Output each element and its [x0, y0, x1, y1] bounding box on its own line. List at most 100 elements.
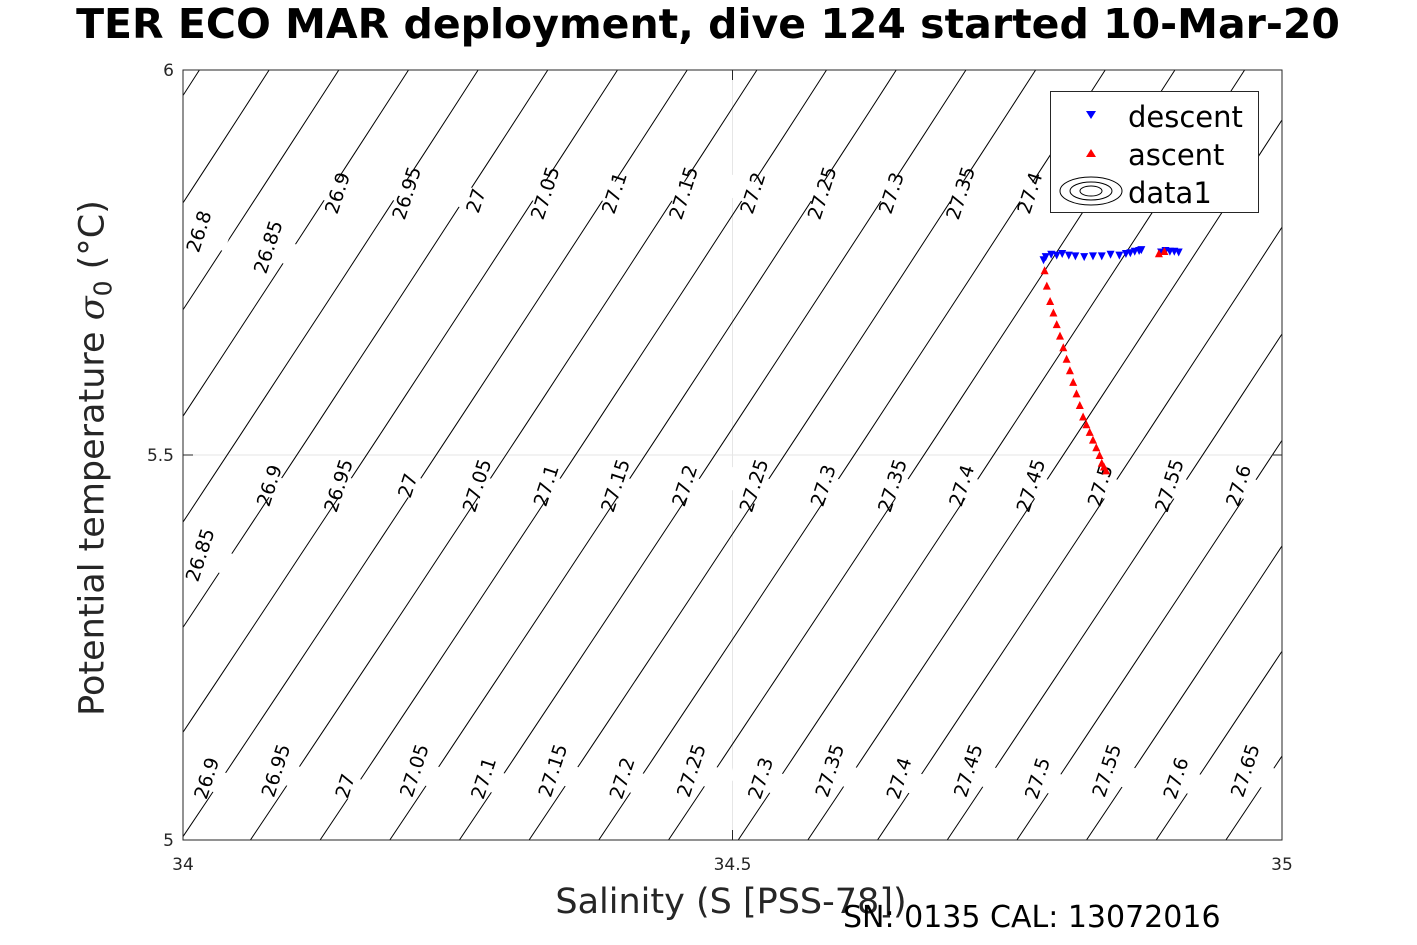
ascent-point — [1088, 435, 1097, 444]
contour-label-bg — [452, 758, 517, 799]
y-tick-label: 5 — [163, 831, 174, 851]
x-tick-label: 34.5 — [714, 855, 752, 875]
density-contour-line — [946, 333, 1282, 840]
ascent-point — [1062, 354, 1071, 363]
descent-point — [1064, 251, 1073, 260]
ascent-point — [1052, 320, 1061, 329]
ascent-point — [1102, 466, 1111, 475]
contour-marker-icon — [1059, 176, 1123, 206]
series-ascent — [1040, 246, 1169, 475]
contour-label-bg — [236, 227, 301, 267]
contour-label-bg — [237, 466, 302, 506]
ascent-point — [1072, 389, 1081, 398]
contour-label-bg — [867, 758, 932, 799]
series-descent — [1039, 246, 1183, 265]
contour-label-bg — [1068, 466, 1133, 506]
density-contour-line — [249, 70, 758, 840]
descent-point — [1137, 246, 1146, 255]
ascent-point — [1085, 427, 1094, 436]
contour-label-bg — [444, 181, 509, 221]
contour-label-bg — [791, 466, 856, 506]
density-contour-line — [183, 70, 340, 311]
ascent-point — [1042, 281, 1051, 290]
density-contour-line — [183, 70, 688, 838]
contour-label-bg — [999, 466, 1064, 506]
x-axis-label: Salinity (S [PSS-78]) — [555, 882, 907, 922]
triangle-up-marker-icon — [1086, 149, 1096, 157]
contour-label-bg — [729, 758, 794, 799]
contour-label-bg — [653, 466, 718, 506]
legend-item-descent: descent — [1051, 96, 1258, 134]
y-tick-label: 5.5 — [147, 446, 174, 466]
contour-label-bg — [307, 466, 371, 506]
ascent-point — [1092, 443, 1101, 452]
density-contour-line — [183, 70, 549, 629]
contour-label-bg — [445, 466, 510, 506]
contour-label-bg — [861, 466, 925, 506]
contour-label-bg — [998, 173, 1063, 213]
contour-label-bg — [859, 173, 924, 213]
ascent-point — [1040, 266, 1049, 275]
contour-label-bg — [1137, 466, 1202, 506]
contour-label-bg — [659, 750, 724, 791]
ascent-point — [1069, 377, 1078, 386]
ascent-point — [1075, 400, 1084, 409]
contour-label-bg — [306, 173, 370, 213]
contour-label-bg — [1144, 758, 1209, 799]
descent-point — [1126, 249, 1135, 258]
contour-label-bg — [521, 750, 586, 791]
ascent-point — [1095, 451, 1104, 459]
density-contours — [183, 70, 1282, 840]
descent-point — [1071, 252, 1080, 261]
density-contour-line — [1155, 650, 1282, 840]
ascent-point — [1049, 308, 1058, 317]
x-tick-label: 34 — [172, 855, 194, 875]
contour-label-bg — [375, 173, 440, 213]
axes-box — [182, 69, 1283, 841]
contour-label-bg — [929, 173, 994, 213]
contour-label-bg — [513, 173, 578, 213]
descent-point — [1058, 250, 1067, 259]
contour-label-bg — [582, 173, 647, 213]
descent-point — [1174, 248, 1183, 257]
descent-point — [1097, 252, 1106, 261]
contour-label-bg — [376, 466, 441, 506]
density-contour-line — [458, 70, 967, 840]
contour-label-bg — [721, 173, 786, 213]
ascent-point — [1046, 297, 1055, 305]
ascent-point — [1160, 246, 1169, 255]
contour-label-bg — [514, 466, 579, 506]
density-contour-line — [183, 70, 619, 734]
contour-label-bg — [1006, 758, 1070, 799]
contour-label-bg — [168, 535, 233, 575]
tick-labels: 34 34.5 35 5 5.5 6 — [147, 61, 1293, 875]
contour-label-bg — [382, 750, 447, 791]
descent-point — [1080, 253, 1089, 262]
contour-label-bg — [175, 758, 240, 799]
contour-label-bg — [722, 466, 787, 506]
contour-label-bg — [167, 211, 232, 252]
density-contour-line — [1086, 545, 1282, 840]
contour-label-bg — [790, 173, 855, 213]
ascent-point — [1079, 412, 1088, 421]
ascent-point — [1059, 343, 1068, 352]
contour-label-bg — [1207, 466, 1272, 506]
descent-point — [1041, 253, 1050, 262]
y-axis-label: Potential temperature σ0 (°C) — [72, 200, 118, 716]
ascent-point — [1154, 249, 1163, 258]
legend-label: descent — [1128, 100, 1243, 134]
footer-serial-calibration: SN: 0135 CAL: 13072016 — [843, 900, 1221, 935]
contour-label-bg — [1075, 750, 1140, 791]
density-contour-line — [183, 70, 410, 418]
x-tick-label: 35 — [1271, 855, 1293, 875]
descent-point — [1088, 252, 1097, 261]
chart-title: TER ECO MAR deployment, dive 124 started… — [76, 0, 1340, 48]
data-points — [1039, 246, 1183, 475]
legend-item-data1: data1 — [1051, 172, 1258, 210]
contour-label-bg — [652, 173, 717, 213]
legend-item-ascent: ascent — [1051, 134, 1258, 172]
descent-point — [1115, 251, 1124, 260]
contour-label-bg — [930, 466, 995, 506]
